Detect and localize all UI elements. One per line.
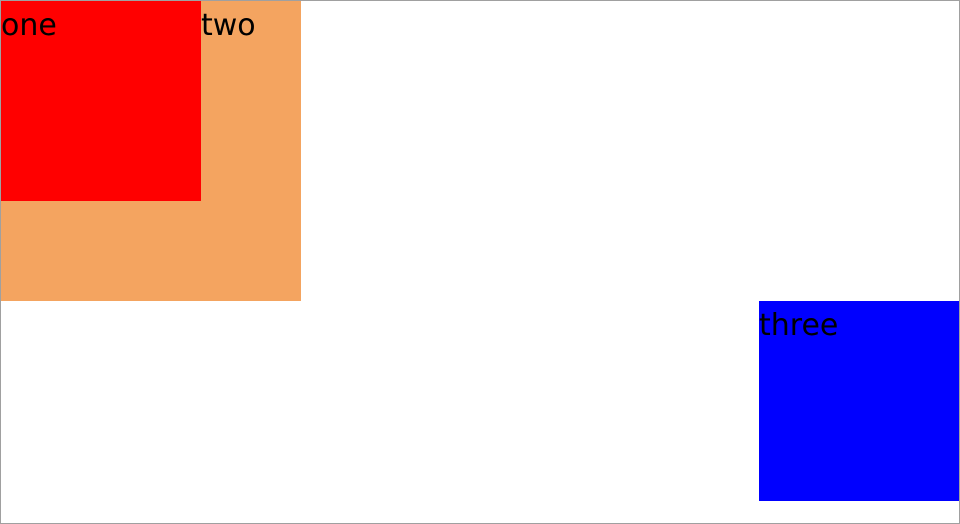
box-three-label: three [759,308,839,343]
box-three: three [759,301,959,501]
box-one-label: one [1,8,57,43]
box-two-label: two [201,8,256,43]
box-one: one [1,1,201,201]
